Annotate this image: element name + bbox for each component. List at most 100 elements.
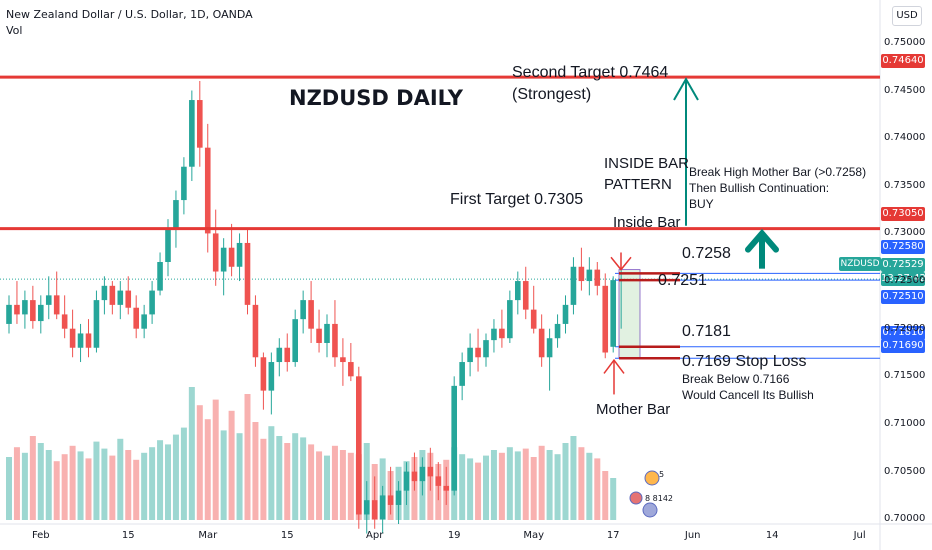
candle-body (586, 269, 593, 282)
pattern-label-line2: PATTERN (604, 176, 672, 193)
volume-bar (133, 459, 140, 520)
candle-body (61, 314, 68, 329)
volume-bar (530, 457, 537, 520)
candle-body (522, 281, 529, 310)
volume-bar (6, 457, 12, 520)
volume-bar (300, 437, 307, 520)
volume-bar (252, 422, 259, 520)
candle-body (117, 290, 124, 305)
candle-body (125, 290, 132, 308)
price-badge-7251: 0.72510 (881, 290, 925, 304)
candle-body (93, 300, 100, 348)
candle-body (276, 347, 283, 363)
volume-bar (538, 445, 545, 520)
candle-body (45, 295, 52, 305)
x-tick-label: 14 (765, 530, 779, 541)
target-arrow-head (673, 77, 699, 101)
volume-bar (308, 444, 315, 520)
volume-bar (292, 433, 299, 520)
volume-indicator-label[interactable]: Vol (6, 24, 23, 37)
chart-annotation-title: NZDUSD DAILY (289, 86, 463, 110)
volume-bar (37, 443, 44, 520)
event-count-bottom[interactable]: 8 8142 (645, 494, 673, 503)
candle-body (387, 495, 394, 505)
volume-bar (188, 387, 195, 520)
level-7258-label: 0.7258 (682, 245, 731, 262)
pattern-label-line1: INSIDE BAR (604, 155, 690, 172)
volume-bar (77, 451, 84, 520)
volume-bar (196, 405, 203, 520)
level-7181-label: 0.7181 (682, 323, 731, 340)
candle-body (6, 304, 12, 324)
inside-bar-arrowhead (610, 256, 632, 271)
candle-body (244, 242, 251, 305)
candle-body (499, 328, 505, 339)
candle-body (22, 300, 28, 315)
x-tick-label: Jun (684, 530, 701, 541)
candle-body (475, 347, 481, 358)
candle-body (308, 300, 314, 329)
mother-bar-arrowhead (603, 358, 625, 374)
candle-body (324, 323, 330, 343)
volume-bar (347, 452, 354, 520)
candle-body (403, 471, 410, 491)
candle-body (109, 285, 116, 305)
volume-bar (268, 426, 275, 520)
y-tick-label: 0.71500 (884, 370, 926, 382)
candle-body (332, 323, 338, 358)
price-badge-7181: 0.71810 (881, 326, 925, 340)
candle-body (30, 300, 36, 322)
economic-event-icon (642, 502, 658, 518)
price-badge-7258: 0.72580 (881, 240, 925, 254)
candle-body (411, 471, 418, 482)
mother-bar-label: Mother Bar (596, 401, 671, 418)
y-tick-label: 0.73500 (884, 179, 926, 191)
inside-bar-box (618, 269, 641, 359)
candle-body (578, 266, 585, 282)
candle-body (419, 466, 426, 482)
y-tick-label: 0.72000 (884, 322, 926, 334)
candle-body (348, 362, 354, 377)
candle-body (53, 295, 60, 315)
volume-bar (610, 478, 617, 520)
candle-body (554, 323, 561, 339)
candle-body (236, 242, 243, 267)
volume-bar (483, 455, 489, 520)
y-tick-label: 0.75000 (884, 36, 926, 48)
x-tick-label: Jul (853, 530, 866, 541)
volume-bar (101, 448, 108, 520)
first-target-label: First Target 0.7305 (450, 191, 584, 208)
buy-arrow-head (745, 228, 779, 253)
inside-bar-label: Inside Bar (613, 214, 681, 231)
event-count-top[interactable]: 5 (659, 470, 665, 479)
volume-bar (220, 430, 227, 520)
currency-selector[interactable]: USD (892, 6, 922, 26)
volume-bar (331, 445, 338, 520)
price-badge-7169: 0.71690 (881, 339, 925, 353)
candle-body (101, 285, 108, 301)
volume-bar (554, 454, 561, 520)
candle-body (435, 476, 442, 486)
volume-bar (165, 444, 171, 520)
candle-body (395, 490, 402, 505)
volume-bar (578, 447, 585, 520)
volume-bar (506, 447, 513, 520)
volume-bar (522, 448, 529, 520)
volume-bar (546, 450, 553, 520)
volume-bar (109, 455, 116, 520)
candle-body (292, 319, 298, 363)
x-tick-label: 19 (447, 530, 461, 541)
candle-body (181, 166, 187, 201)
volume-bar (228, 410, 235, 520)
candle-body (379, 495, 386, 520)
candle-body (212, 233, 219, 272)
volume-bar (467, 458, 474, 520)
candle-body (173, 200, 179, 229)
candle-body (165, 228, 171, 262)
candle-body (459, 362, 465, 386)
second-target-label: Second Target 0.7464 (512, 64, 669, 81)
volume-bar (212, 399, 219, 520)
candle-body (157, 262, 163, 291)
volume-bar (180, 427, 187, 520)
